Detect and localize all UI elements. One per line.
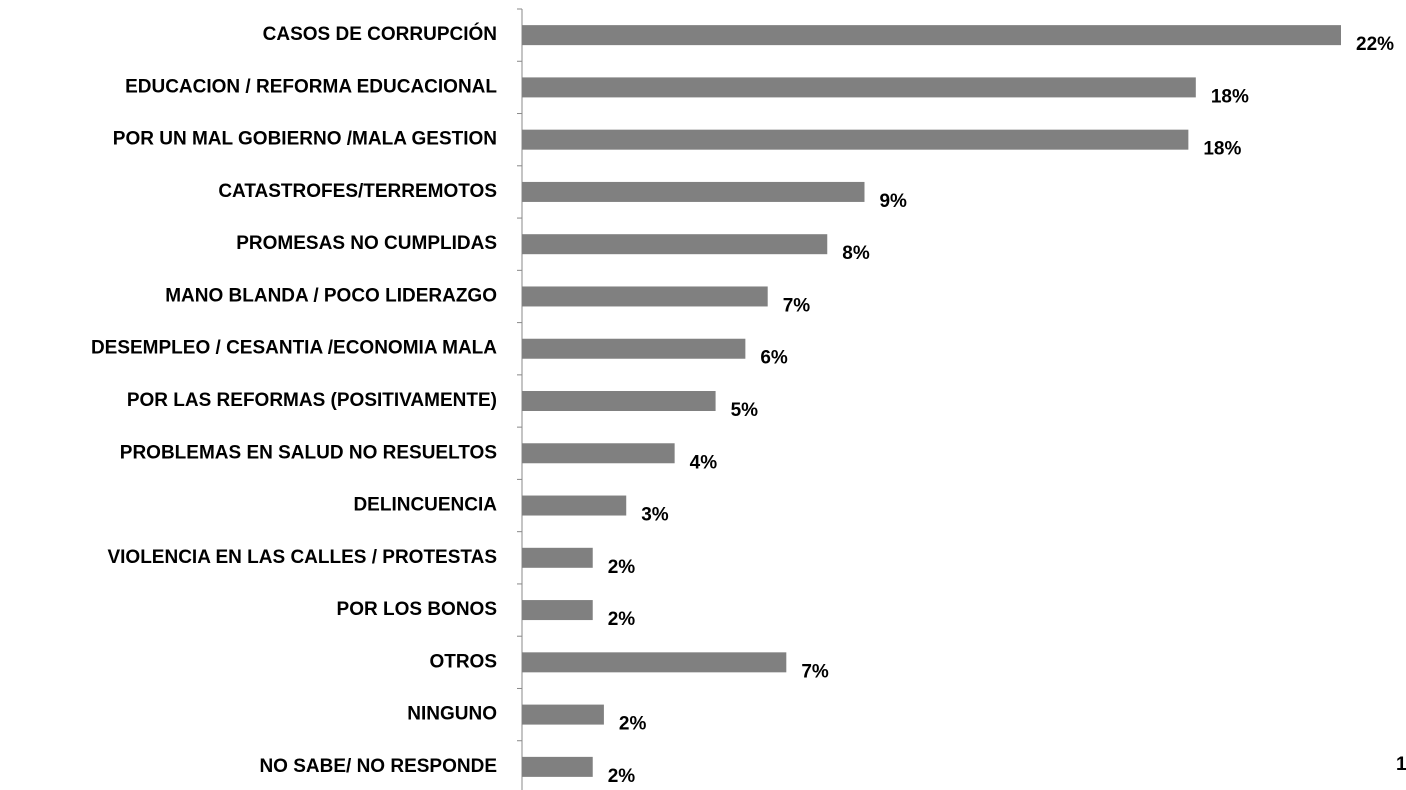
bar [522,443,675,464]
category-label: POR LAS REFORMAS (POSITIVAMENTE) [127,390,497,411]
data-label: 2% [608,609,636,630]
category-label: POR UN MAL GOBIERNO /MALA GESTION [113,129,497,150]
bar [522,234,828,255]
category-label: NO SABE/ NO RESPONDE [259,756,497,777]
data-label: 2% [608,557,636,578]
bar [522,338,746,359]
category-label: NINGUNO [407,704,497,725]
data-label: 7% [801,661,829,682]
category-label: PROBLEMAS EN SALUD NO RESUELTOS [120,442,497,463]
category-label: CATASTROFES/TERREMOTOS [218,181,497,202]
data-label: 2% [608,766,636,787]
bar [522,547,593,568]
bar [522,756,593,777]
category-label: DESEMPLEO / CESANTIA /ECONOMIA MALA [91,338,497,359]
data-label: 7% [783,295,811,316]
data-label: 22% [1356,34,1394,55]
category-label: CASOS DE CORRUPCIÓN [263,23,497,45]
category-label: VIOLENCIA EN LAS CALLES / PROTESTAS [107,547,497,568]
bar [522,286,768,307]
bar [522,391,716,411]
category-label: DELINCUENCIA [353,495,497,516]
category-label: OTROS [429,651,497,672]
data-label: 3% [641,505,669,526]
bar [522,704,604,725]
data-label: 9% [879,191,907,212]
data-label: 8% [842,243,870,264]
data-label: 18% [1203,139,1241,160]
data-label: 18% [1211,86,1249,107]
bar [522,652,787,673]
bar [522,600,593,621]
page-number: 1 [1396,754,1406,775]
bar [522,495,627,516]
data-label: 6% [760,348,788,369]
category-label: MANO BLANDA / POCO LIDERAZGO [165,285,497,306]
data-label: 5% [731,400,759,421]
bar [522,129,1189,150]
bar [522,181,865,202]
bar [522,77,1196,98]
data-label: 2% [619,714,647,735]
data-label: 4% [690,452,718,473]
bar [522,25,1341,46]
category-label: POR LOS BONOS [337,599,497,620]
category-label: EDUCACION / REFORMA EDUCACIONAL [125,76,497,97]
category-label: PROMESAS NO CUMPLIDAS [236,233,497,254]
